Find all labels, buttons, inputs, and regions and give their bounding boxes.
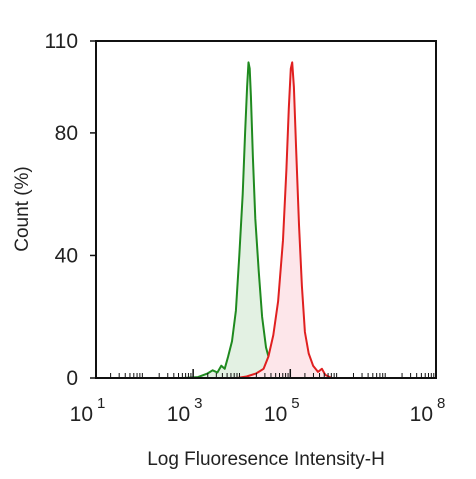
x-tick-label-exponent: 1	[97, 395, 105, 412]
y-axis-title: Count (%)	[12, 166, 33, 252]
x-tick-label: 10 3	[167, 395, 203, 426]
y-tick-label: 110	[45, 30, 78, 53]
series-layer	[183, 61, 333, 379]
x-tick-label-base: 10	[410, 403, 433, 426]
y-axis: 0 40 80 110	[45, 30, 96, 390]
x-tick-label-base: 10	[167, 403, 190, 426]
x-tick-label-base: 10	[264, 403, 287, 426]
x-tick-label: 10 8	[410, 395, 446, 426]
x-tick-label: 10 1	[70, 395, 106, 426]
y-tick-label: 80	[55, 122, 78, 145]
series-1-area	[183, 62, 283, 379]
y-tick-label: 0	[66, 367, 78, 390]
x-axis: 10 1 10 3 10 5 10 8	[70, 369, 446, 426]
series-2-line	[236, 61, 333, 379]
x-axis-title: Log Fluoresence Intensity-H	[147, 449, 385, 470]
y-tick-label: 40	[55, 244, 78, 267]
x-tick-label: 10 5	[264, 395, 300, 426]
plot-frame	[95, 40, 437, 379]
x-tick-label-base: 10	[70, 403, 93, 426]
x-tick-label-exponent: 3	[194, 395, 202, 412]
series-1-line	[183, 61, 284, 379]
x-tick-label-exponent: 8	[437, 395, 445, 412]
x-tick-label-exponent: 5	[291, 395, 299, 412]
